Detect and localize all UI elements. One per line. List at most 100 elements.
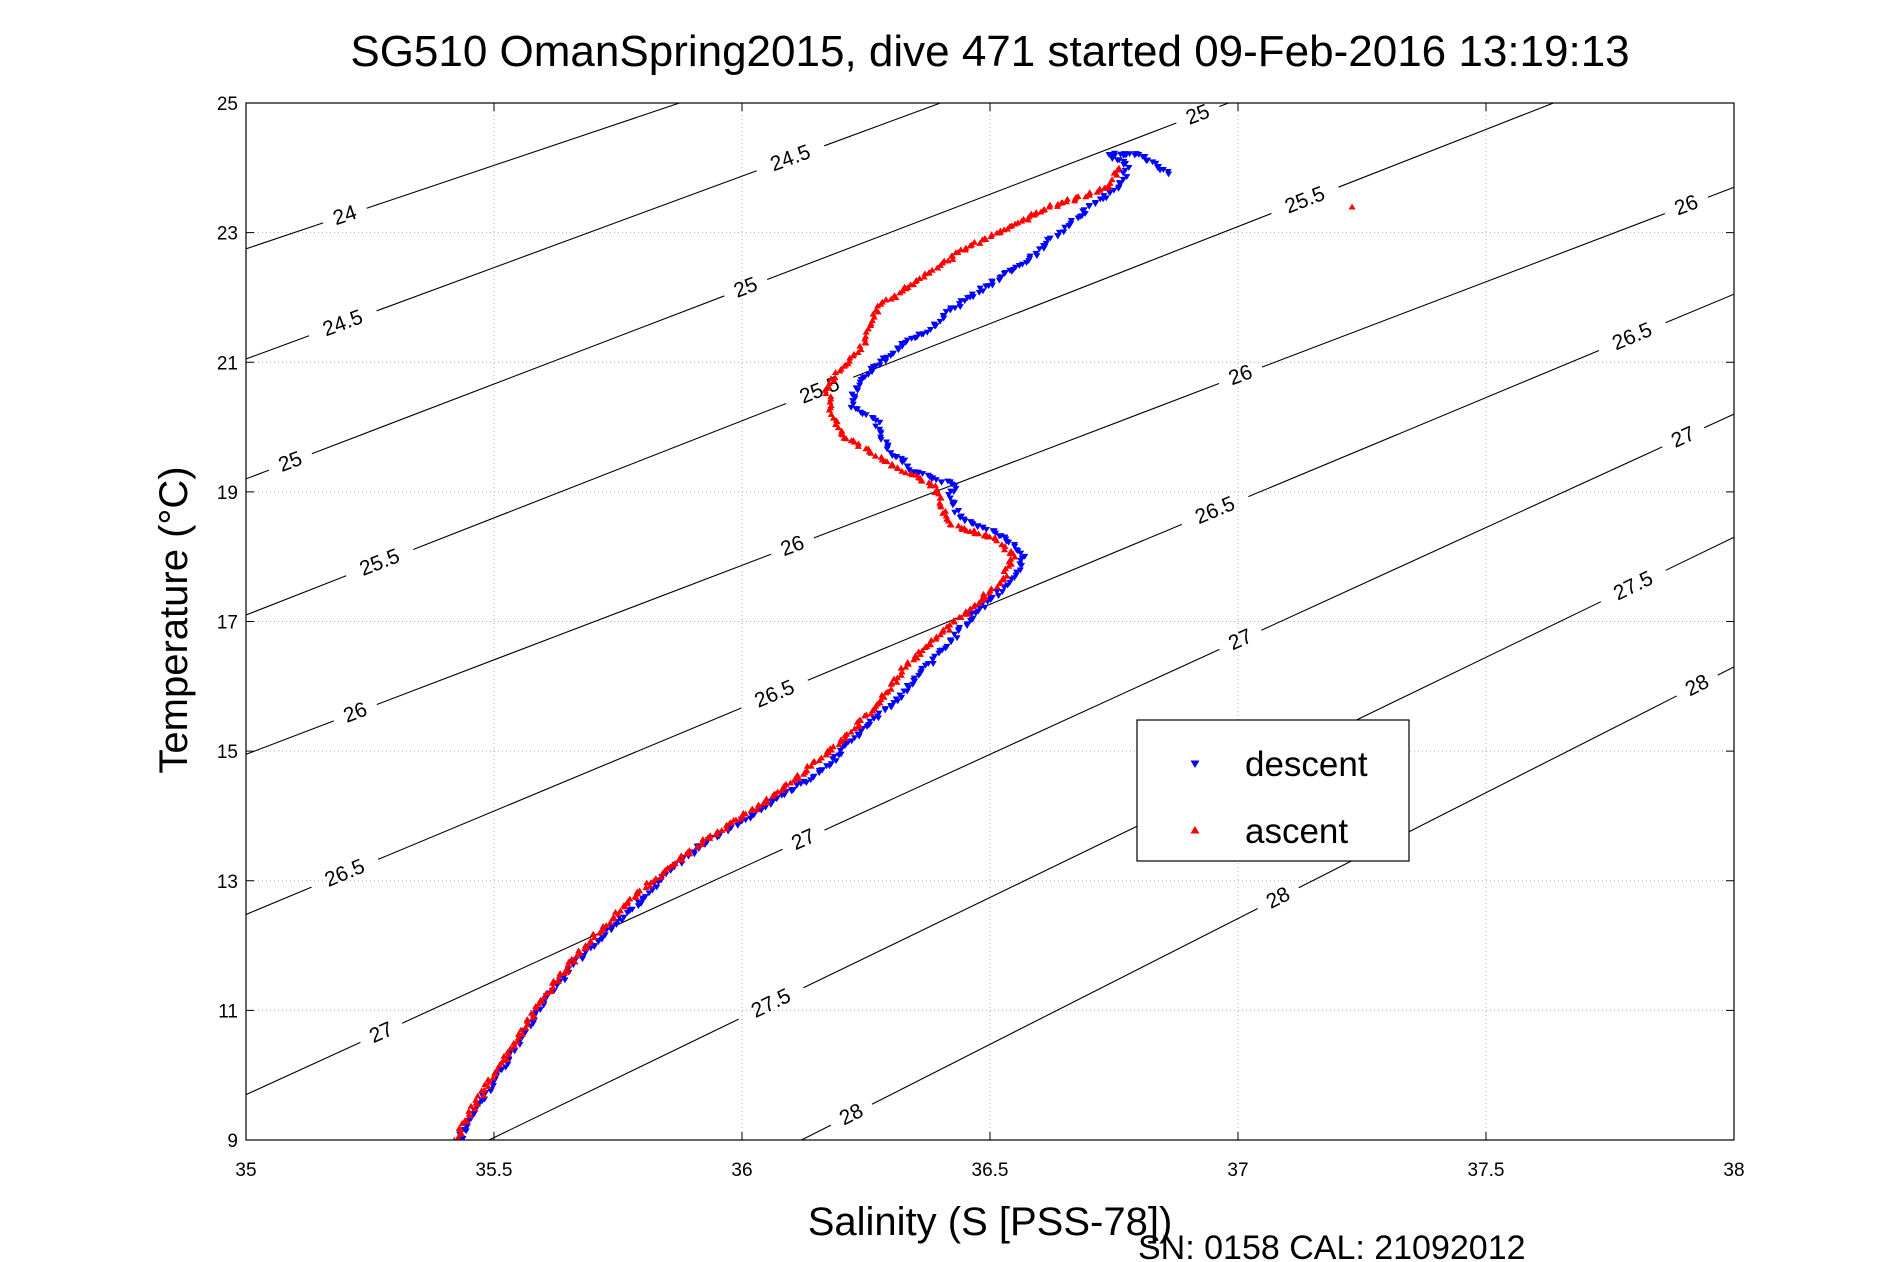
ascent-point <box>987 585 995 592</box>
ascent-point <box>988 231 996 238</box>
descent-point <box>1018 261 1026 268</box>
ascent-point <box>606 919 614 926</box>
descent-point <box>887 450 895 457</box>
descent-point <box>876 426 884 433</box>
ascent-point <box>981 235 989 242</box>
ascent-point <box>893 678 901 685</box>
y-tick-label: 21 <box>217 353 238 374</box>
descent-point <box>851 735 859 742</box>
descent-point <box>866 718 874 725</box>
descent-point <box>924 660 932 667</box>
ascent-point <box>519 1030 527 1037</box>
descent-point <box>1013 569 1021 576</box>
ascent-point <box>589 930 597 937</box>
ascent-point <box>936 499 944 506</box>
isopycnal-line-26.5 <box>807 523 1183 681</box>
descent-point <box>998 589 1006 595</box>
isopycnal-line-28 <box>801 1124 832 1140</box>
descent-point <box>943 643 951 650</box>
ascent-point <box>869 310 877 317</box>
descent-point <box>854 731 862 738</box>
descent-point <box>936 648 944 655</box>
ascent-point <box>537 996 545 1003</box>
descent-point <box>1100 193 1108 200</box>
ascent-point <box>926 640 934 646</box>
descent-point <box>869 364 877 370</box>
descent-point <box>1091 200 1099 206</box>
descent-point <box>1119 176 1127 183</box>
ascent-point <box>925 479 933 486</box>
ascent-point <box>480 1086 488 1093</box>
ascent-point <box>523 1021 531 1028</box>
ascent-point <box>1007 547 1015 554</box>
isopycnal-line-25 <box>311 295 725 455</box>
descent-point <box>911 335 919 342</box>
descent-point <box>997 533 1005 540</box>
isopycnal-line-24 <box>366 103 680 209</box>
descent-point <box>967 519 975 526</box>
ascent-point <box>677 852 685 859</box>
descent-point <box>968 291 976 298</box>
descent-point <box>861 374 869 381</box>
ascent-point <box>842 735 850 742</box>
ascent-point <box>937 494 945 501</box>
descent-point <box>634 899 642 906</box>
ascent-point <box>898 668 906 675</box>
descent-point <box>881 706 889 713</box>
ascent-point <box>515 1034 523 1041</box>
descent-point <box>1021 553 1029 560</box>
descent-point <box>950 631 958 638</box>
descent-point <box>620 914 628 921</box>
ascent-point <box>888 460 896 467</box>
descent-point <box>1105 152 1113 158</box>
isopycnal-line-24.5 <box>824 103 941 147</box>
ascent-point <box>1001 546 1009 553</box>
ascent-point <box>458 1120 466 1126</box>
ascent-point <box>465 1107 473 1114</box>
x-tick-label: 36.5 <box>972 1160 1009 1181</box>
ascent-point <box>742 810 750 817</box>
descent-point <box>1120 151 1128 158</box>
legend-box <box>1136 719 1410 862</box>
descent-point <box>852 406 860 413</box>
descent-point <box>810 773 818 780</box>
ascent-point <box>827 402 835 409</box>
ascent-point <box>954 522 963 529</box>
descent-point <box>1001 534 1009 541</box>
ascent-point <box>568 955 576 962</box>
descent-point <box>872 423 880 430</box>
ascent-point <box>803 767 811 774</box>
descent-point <box>830 753 838 760</box>
ascent-point <box>599 925 607 932</box>
ascent-series <box>452 164 1356 1140</box>
serial-calibration-footer: SN: 0158 CAL: 21092012 <box>1138 1229 1526 1262</box>
ascent-point <box>652 875 660 882</box>
ascent-point <box>1096 185 1104 192</box>
descent-point <box>1067 217 1075 224</box>
descent-point <box>947 488 955 495</box>
ascent-point <box>454 1135 461 1140</box>
ascent-point <box>471 1105 479 1112</box>
ascent-point <box>897 671 905 678</box>
ascent-point <box>918 647 926 654</box>
isopycnal-line-24.5 <box>376 170 757 312</box>
ascent-point <box>510 1042 519 1049</box>
legend-label-descent: descent <box>1245 745 1368 784</box>
ascent-point <box>998 541 1006 548</box>
descent-point <box>1159 167 1167 173</box>
descent-point <box>955 625 964 631</box>
descent-point <box>1006 267 1014 274</box>
ascent-point <box>609 914 617 920</box>
ascent-point <box>976 239 984 246</box>
descent-point <box>947 637 955 644</box>
descent-point <box>918 665 926 672</box>
descent-point <box>976 285 984 292</box>
y-tick-label: 19 <box>217 483 238 504</box>
ascent-point <box>572 952 581 959</box>
descent-point <box>1080 207 1088 214</box>
descent-point <box>932 477 940 484</box>
ascent-point <box>825 383 833 390</box>
descent-point <box>974 523 982 530</box>
isopycnal-line-26.5 <box>1248 349 1600 498</box>
